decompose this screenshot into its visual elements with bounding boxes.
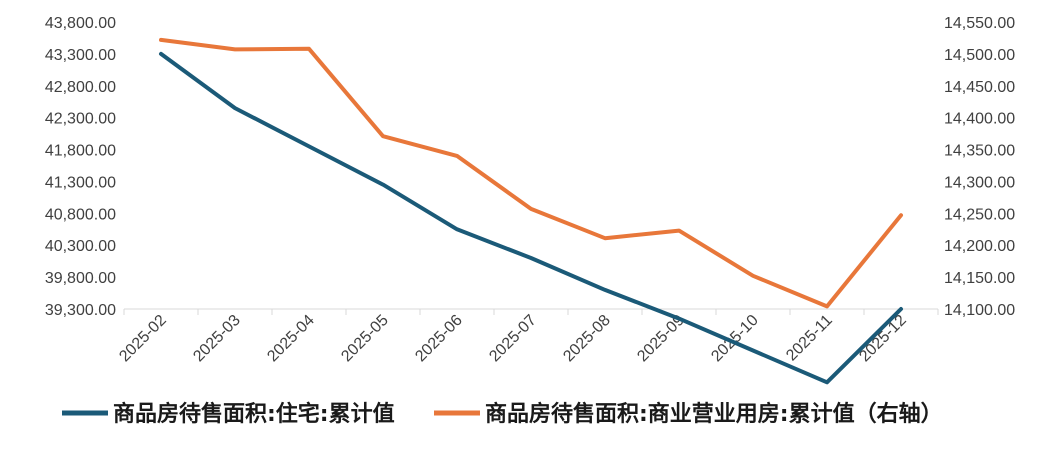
legend-label-residential: 商品房待售面积:住宅:累计值 [113, 401, 395, 427]
left-axis-tick-label: 40,300.00 [45, 238, 116, 255]
left-axis-tick-label: 43,800.00 [45, 15, 116, 32]
right-axis-tick-label: 14,200.00 [944, 238, 1015, 255]
left-axis-tick-label: 41,800.00 [45, 143, 116, 160]
x-axis-tick-label: 2025-06 [412, 312, 466, 366]
x-axis-tick-label: 2025-08 [560, 312, 614, 366]
right-axis-tick-label: 14,250.00 [944, 206, 1015, 223]
left-axis-tick-label: 42,300.00 [45, 111, 116, 128]
right-axis-tick-label: 14,450.00 [944, 79, 1015, 96]
x-axis-tick-label: 2025-03 [190, 312, 244, 366]
left-axis-tick-label: 42,800.00 [45, 79, 116, 96]
legend: 商品房待售面积:住宅:累计值 商品房待售面积:商业营业用房:累计值（右轴） [62, 401, 943, 427]
right-axis-tick-label: 14,350.00 [944, 143, 1015, 160]
right-axis: 14,550.00 14,500.00 14,450.00 14,400.00 14,3… [944, 15, 1015, 319]
x-axis-tick-label: 2025-04 [264, 312, 318, 366]
series-line-commercial [159, 37, 903, 309]
x-axis-tick-label: 2025-07 [486, 312, 540, 366]
x-axis: 2025-02 2025-03 2025-04 2025-05 2025-06 2025-… [116, 309, 939, 366]
x-axis-tick-label: 2025-10 [708, 312, 762, 366]
left-axis-tick-label: 43,300.00 [45, 47, 116, 64]
x-axis-tick-label: 2025-11 [783, 312, 836, 365]
series-line-residential [159, 51, 903, 385]
right-axis-tick-label: 14,550.00 [944, 15, 1015, 32]
series-lines [159, 37, 903, 385]
left-axis-tick-label: 39,300.00 [45, 302, 116, 319]
right-axis-tick-label: 14,400.00 [944, 111, 1015, 128]
right-axis-tick-label: 14,150.00 [944, 270, 1015, 287]
left-axis: 43,800.00 43,300.00 42,800.00 42,300.00 41,8… [45, 15, 116, 319]
right-axis-tick-label: 14,100.00 [944, 302, 1015, 319]
legend-label-commercial: 商品房待售面积:商业营业用房:累计值（右轴） [485, 401, 943, 427]
left-axis-tick-label: 39,800.00 [45, 270, 116, 287]
right-axis-tick-label: 14,300.00 [944, 174, 1015, 191]
x-axis-tick-label: 2025-02 [116, 312, 170, 366]
x-axis-tick-label: 2025-12 [856, 312, 910, 366]
x-axis-tick-label: 2025-05 [338, 312, 392, 366]
left-axis-tick-label: 41,300.00 [45, 174, 116, 191]
left-axis-tick-label: 40,800.00 [45, 206, 116, 223]
right-axis-tick-label: 14,500.00 [944, 47, 1015, 64]
